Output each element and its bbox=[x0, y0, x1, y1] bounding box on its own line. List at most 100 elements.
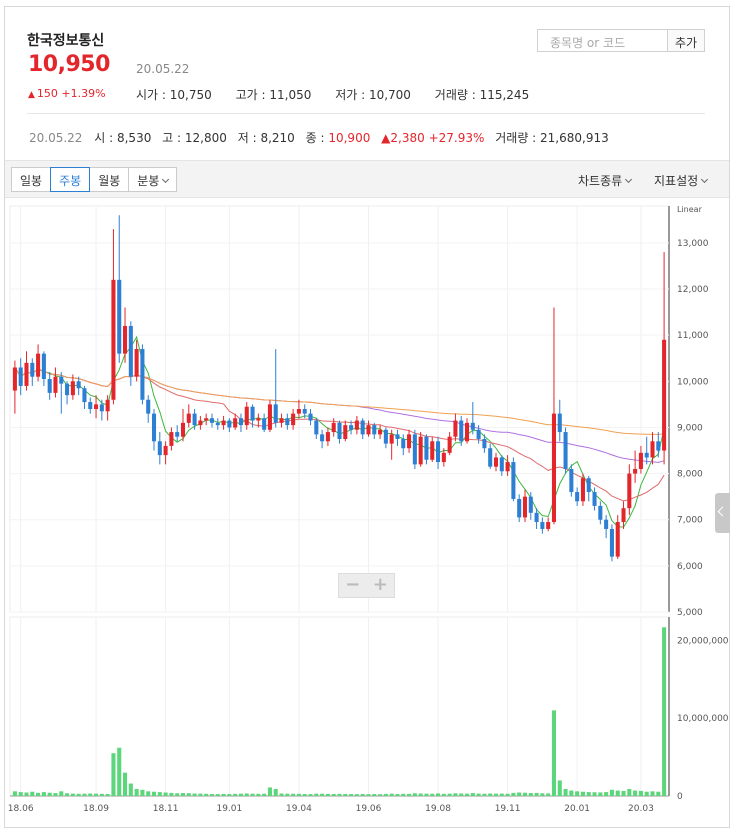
stock-name: 한국정보통신 bbox=[27, 33, 105, 49]
volume-bar bbox=[111, 753, 116, 796]
candle bbox=[105, 399, 110, 412]
volume-bar bbox=[88, 793, 93, 796]
candle bbox=[36, 353, 41, 377]
candle bbox=[88, 402, 93, 409]
volume-bar bbox=[41, 792, 46, 796]
volume-bar bbox=[436, 793, 441, 796]
candle bbox=[94, 404, 99, 409]
volume-bar bbox=[94, 793, 99, 796]
candle bbox=[383, 429, 388, 444]
volume-bar bbox=[557, 780, 562, 796]
candle bbox=[163, 445, 168, 456]
volume-bar bbox=[604, 792, 609, 796]
candle bbox=[65, 383, 70, 396]
y-tick-label: 6,000 bbox=[677, 562, 703, 572]
volume-bar bbox=[522, 792, 528, 796]
x-tick-label: 19.11 bbox=[495, 804, 521, 814]
candle bbox=[372, 425, 377, 435]
volume-bar bbox=[644, 791, 649, 796]
volume-bar bbox=[586, 792, 591, 796]
volume-bar bbox=[117, 747, 122, 796]
high-quote: 고가 : 11,050 bbox=[235, 88, 312, 102]
candle bbox=[470, 422, 475, 430]
volume-bar bbox=[540, 793, 545, 796]
candle bbox=[499, 457, 504, 472]
volume-bar bbox=[320, 793, 325, 796]
candle bbox=[453, 420, 458, 437]
x-tick-label: 20.03 bbox=[628, 804, 654, 814]
volume-bar bbox=[262, 793, 267, 796]
volume-bar bbox=[18, 792, 23, 796]
tab-minute[interactable]: 분봉 bbox=[128, 167, 178, 192]
volume-bar bbox=[383, 793, 388, 796]
candle bbox=[198, 420, 203, 426]
zoom-control: − + bbox=[338, 573, 395, 598]
candle bbox=[528, 496, 533, 513]
volume-tick-label: 10,000,000 bbox=[677, 714, 729, 724]
indicator-menu[interactable]: 지표설정 bbox=[654, 172, 709, 189]
volume-bar bbox=[569, 790, 574, 796]
candle bbox=[302, 409, 307, 414]
candle bbox=[476, 429, 481, 439]
volume-plot-area bbox=[9, 616, 670, 797]
candle bbox=[349, 425, 354, 430]
zoom-in-button[interactable]: + bbox=[372, 574, 388, 595]
candle bbox=[493, 457, 499, 467]
volume-bar bbox=[169, 792, 174, 796]
add-stock-button[interactable]: 추가 bbox=[667, 29, 705, 52]
quote-row: 시가 : 10,750 고가 : 11,050 저가 : 10,700 거래량 … bbox=[136, 86, 549, 103]
volume-bar bbox=[36, 792, 41, 796]
bar-low: 저 : 8,210 bbox=[237, 131, 295, 145]
volume-bar bbox=[215, 794, 220, 796]
candle bbox=[557, 413, 562, 433]
candle bbox=[140, 349, 145, 400]
candle bbox=[221, 420, 226, 426]
volume-bar bbox=[244, 793, 249, 796]
volume-bar bbox=[441, 793, 446, 796]
price-date: 20.05.22 bbox=[136, 62, 190, 76]
candle bbox=[627, 473, 632, 509]
candle bbox=[76, 381, 81, 389]
bar-high: 고 : 12,800 bbox=[162, 131, 227, 145]
candle bbox=[24, 362, 29, 386]
candle bbox=[575, 492, 580, 502]
zoom-out-button[interactable]: − bbox=[345, 574, 361, 595]
y-tick-label: 12,000 bbox=[677, 285, 709, 295]
side-panel-toggle[interactable] bbox=[715, 493, 730, 533]
volume-bar bbox=[204, 793, 209, 796]
volume-bar bbox=[209, 793, 215, 796]
price-change: ▲ 150 +1.39% bbox=[28, 87, 106, 100]
candle bbox=[459, 420, 464, 442]
chart-type-menu[interactable]: 차트종류 bbox=[578, 172, 633, 189]
candle bbox=[401, 438, 406, 449]
volume-bar bbox=[360, 793, 365, 796]
volume-bar bbox=[180, 793, 186, 796]
volume-bar bbox=[464, 793, 470, 796]
tab-weekly[interactable]: 주봉 bbox=[50, 167, 91, 192]
candle bbox=[395, 434, 400, 439]
x-tick-label: 19.08 bbox=[425, 804, 451, 814]
candle bbox=[638, 452, 643, 469]
volume-bar bbox=[285, 793, 290, 796]
candle bbox=[441, 452, 446, 463]
volume-bar bbox=[24, 792, 29, 796]
candle bbox=[314, 420, 319, 435]
candle bbox=[308, 413, 313, 421]
tab-daily[interactable]: 일봉 bbox=[11, 167, 52, 192]
candle bbox=[169, 432, 174, 446]
volume-bar bbox=[65, 793, 70, 796]
volume-bar bbox=[233, 793, 238, 796]
candle bbox=[233, 418, 238, 428]
volume-bar bbox=[314, 793, 319, 796]
candle bbox=[41, 353, 46, 380]
candle bbox=[186, 413, 191, 423]
chevron-left-icon bbox=[717, 506, 728, 517]
candle bbox=[175, 432, 180, 437]
candle bbox=[238, 418, 243, 426]
volume-bar bbox=[308, 794, 313, 796]
candle bbox=[215, 422, 220, 426]
candle bbox=[180, 422, 186, 437]
volume-bar bbox=[482, 793, 487, 796]
candle bbox=[151, 413, 157, 442]
